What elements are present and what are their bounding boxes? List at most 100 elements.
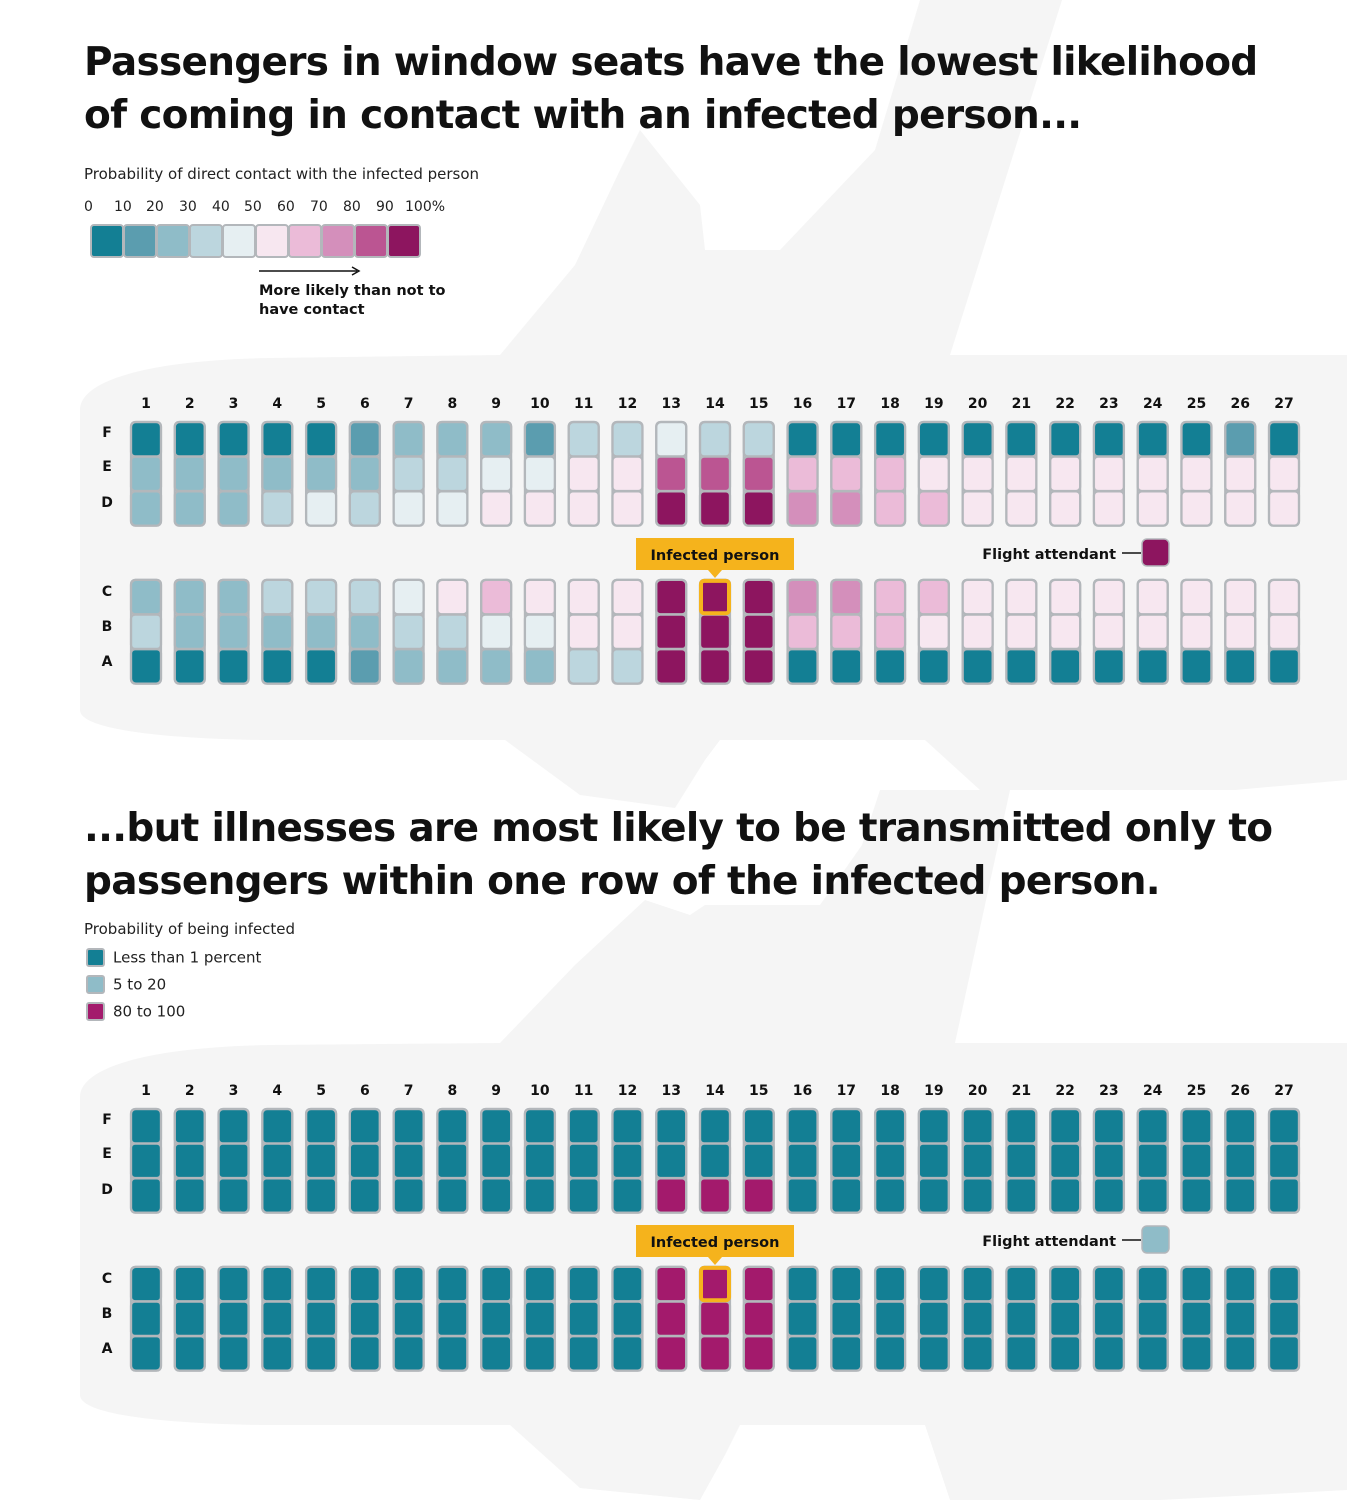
infected-label-box xyxy=(636,1225,794,1257)
seat-16E xyxy=(786,1142,819,1180)
seat-8E xyxy=(436,1142,469,1180)
seat-17C xyxy=(830,1265,863,1303)
seat-7A xyxy=(392,1335,425,1372)
seat-block-outline xyxy=(348,1107,381,1214)
seat-14F xyxy=(698,1107,732,1145)
seat-13C xyxy=(655,578,688,616)
seat-25E xyxy=(1180,455,1213,493)
seat-block-outline xyxy=(873,578,907,685)
seat-14E xyxy=(698,1142,732,1180)
seat-12E xyxy=(611,1142,644,1180)
seat-18D xyxy=(873,1177,907,1214)
seat-block-outline xyxy=(1180,1107,1213,1214)
seat-block-outline xyxy=(392,420,425,527)
seat-block-outline xyxy=(1049,1265,1082,1372)
seat-block-outline xyxy=(261,1265,294,1372)
seat-27F xyxy=(1267,420,1301,458)
seat-block-outline xyxy=(567,420,600,527)
row-number: 16 xyxy=(793,396,812,412)
row-number: 10 xyxy=(530,1083,550,1099)
seat-2D xyxy=(173,490,206,527)
seat-4C xyxy=(261,578,294,616)
seat-6F xyxy=(348,1107,381,1145)
seat-5E xyxy=(304,1142,338,1180)
seat-3B xyxy=(217,1300,250,1338)
seat-3E xyxy=(217,455,250,493)
seat-block-outline xyxy=(129,1265,163,1372)
contact-scale-title: Probability of direct contact with the i… xyxy=(84,165,480,183)
seat-1A xyxy=(129,648,163,685)
seat-block-outline xyxy=(873,420,907,527)
seat-18E xyxy=(873,1142,907,1180)
seat-block-outline xyxy=(830,1265,863,1372)
seat-23A xyxy=(1092,648,1126,685)
row-number: 6 xyxy=(360,1083,370,1099)
seat-13A xyxy=(655,1335,688,1372)
seat-13E xyxy=(655,455,688,493)
seat-10D xyxy=(523,490,557,527)
row-number: 12 xyxy=(618,1083,637,1099)
seat-3D xyxy=(217,1177,250,1214)
seat-7C xyxy=(392,1265,425,1303)
seat-9D xyxy=(480,1177,513,1214)
seat-25D xyxy=(1180,1177,1213,1214)
seat-16E xyxy=(786,455,819,493)
seat-27B xyxy=(1267,613,1301,650)
seat-6C xyxy=(348,1265,381,1303)
seat-23E xyxy=(1092,455,1126,493)
seat-3F xyxy=(217,1107,250,1145)
seat-15E xyxy=(742,1142,775,1180)
seat-12B xyxy=(611,1300,644,1338)
seat-20C xyxy=(961,1265,994,1303)
seat-27E xyxy=(1267,1142,1301,1180)
seat-1F xyxy=(129,420,163,458)
seat-22B xyxy=(1049,613,1082,650)
seat-19F xyxy=(917,1107,950,1145)
row-number: 22 xyxy=(1055,396,1074,412)
seat-4F xyxy=(261,1107,294,1145)
seat-16B xyxy=(786,1300,819,1338)
row-number: 25 xyxy=(1187,1083,1206,1099)
seat-6D xyxy=(348,1177,381,1214)
seat-3E xyxy=(217,1142,250,1180)
seat-block-outline xyxy=(786,1265,819,1372)
seat-25B xyxy=(1180,1300,1213,1338)
seat-25B xyxy=(1180,613,1213,650)
row-number: 12 xyxy=(618,396,637,412)
seat-block-outline xyxy=(392,1265,425,1372)
seat-letter: F xyxy=(102,1112,112,1128)
seat-11D xyxy=(567,490,600,527)
seat-block-outline xyxy=(917,1265,950,1372)
row-number: 15 xyxy=(749,1083,768,1099)
seat-24E xyxy=(1136,455,1169,493)
row-number: 17 xyxy=(837,1083,856,1099)
legend-swatch xyxy=(86,1002,105,1021)
seat-10C xyxy=(523,1265,557,1303)
row-number: 23 xyxy=(1099,396,1118,412)
seat-2B xyxy=(173,613,206,650)
seat-20D xyxy=(961,1177,994,1214)
seat-3F xyxy=(217,420,250,458)
seat-12A xyxy=(611,648,644,685)
seat-24B xyxy=(1136,1300,1169,1338)
seat-2E xyxy=(173,455,206,493)
seat-21A xyxy=(1005,648,1038,685)
seat-19B xyxy=(917,613,950,650)
seat-5C xyxy=(304,578,338,616)
seat-22E xyxy=(1049,1142,1082,1180)
seat-5F xyxy=(304,420,338,458)
seat-9C xyxy=(480,1265,513,1303)
seat-24D xyxy=(1136,1177,1169,1214)
seat-21B xyxy=(1005,1300,1038,1338)
seat-block-outline xyxy=(742,420,775,527)
seat-20A xyxy=(961,1335,994,1372)
seat-26F xyxy=(1224,1107,1257,1145)
seat-9B xyxy=(480,1300,513,1338)
row-number: 2 xyxy=(185,1083,195,1099)
seat-18A xyxy=(873,1335,907,1372)
flight-attendant-seat xyxy=(1141,538,1170,567)
seat-5E xyxy=(304,455,338,493)
seat-14C xyxy=(698,578,732,616)
seat-15F xyxy=(742,1107,775,1145)
seat-15B xyxy=(742,1300,775,1338)
